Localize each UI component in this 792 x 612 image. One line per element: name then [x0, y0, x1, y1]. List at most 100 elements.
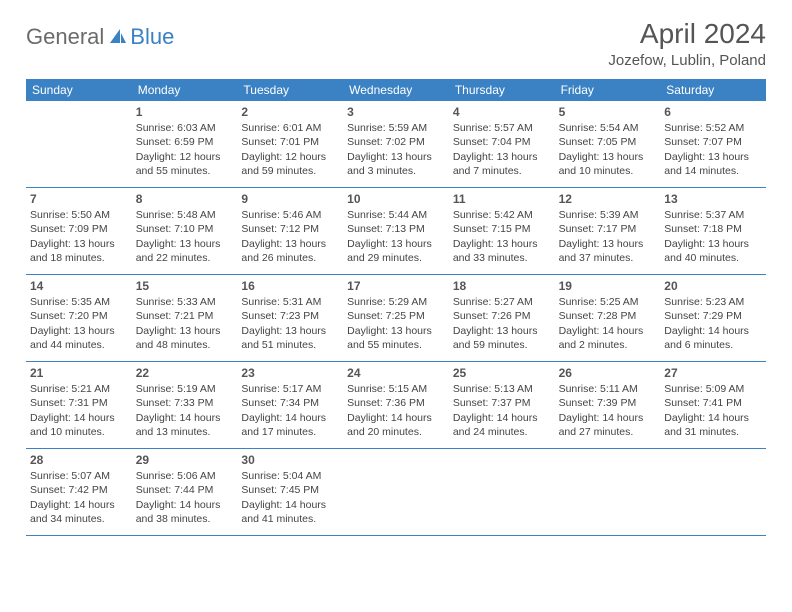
sunset-line: Sunset: 7:18 PM — [664, 222, 762, 236]
sunrise-line: Sunrise: 5:11 AM — [559, 382, 657, 396]
sunset-line: Sunset: 7:17 PM — [559, 222, 657, 236]
calendar-day: 1Sunrise: 6:03 AMSunset: 6:59 PMDaylight… — [132, 101, 238, 187]
daylight-line: Daylight: 13 hours and 3 minutes. — [347, 150, 445, 178]
calendar-day: 3Sunrise: 5:59 AMSunset: 7:02 PMDaylight… — [343, 101, 449, 187]
empty-cell — [660, 449, 766, 535]
sunset-line: Sunset: 7:12 PM — [241, 222, 339, 236]
weekday-header: Tuesday — [237, 79, 343, 101]
sunrise-line: Sunrise: 5:21 AM — [30, 382, 128, 396]
weekday-header: Thursday — [449, 79, 555, 101]
calendar-day: 28Sunrise: 5:07 AMSunset: 7:42 PMDayligh… — [26, 449, 132, 535]
sunrise-line: Sunrise: 5:13 AM — [453, 382, 551, 396]
day-number: 11 — [453, 191, 551, 207]
calendar-day: 24Sunrise: 5:15 AMSunset: 7:36 PMDayligh… — [343, 362, 449, 448]
day-number: 12 — [559, 191, 657, 207]
calendar-day: 17Sunrise: 5:29 AMSunset: 7:25 PMDayligh… — [343, 275, 449, 361]
sunrise-line: Sunrise: 5:33 AM — [136, 295, 234, 309]
empty-cell — [26, 101, 132, 187]
location: Jozefow, Lublin, Poland — [608, 52, 766, 69]
sunrise-line: Sunrise: 5:48 AM — [136, 208, 234, 222]
calendar-day: 12Sunrise: 5:39 AMSunset: 7:17 PMDayligh… — [555, 188, 661, 274]
calendar-day: 11Sunrise: 5:42 AMSunset: 7:15 PMDayligh… — [449, 188, 555, 274]
sunset-line: Sunset: 7:44 PM — [136, 483, 234, 497]
calendar-day: 30Sunrise: 5:04 AMSunset: 7:45 PMDayligh… — [237, 449, 343, 535]
daylight-line: Daylight: 12 hours and 59 minutes. — [241, 150, 339, 178]
sunrise-line: Sunrise: 5:57 AM — [453, 121, 551, 135]
calendar-day: 16Sunrise: 5:31 AMSunset: 7:23 PMDayligh… — [237, 275, 343, 361]
calendar-day: 26Sunrise: 5:11 AMSunset: 7:39 PMDayligh… — [555, 362, 661, 448]
sunset-line: Sunset: 7:29 PM — [664, 309, 762, 323]
day-number: 13 — [664, 191, 762, 207]
sunset-line: Sunset: 7:05 PM — [559, 135, 657, 149]
sunrise-line: Sunrise: 5:52 AM — [664, 121, 762, 135]
weekday-header: Wednesday — [343, 79, 449, 101]
daylight-line: Daylight: 14 hours and 41 minutes. — [241, 498, 339, 526]
day-number: 20 — [664, 278, 762, 294]
daylight-line: Daylight: 13 hours and 26 minutes. — [241, 237, 339, 265]
day-number: 30 — [241, 452, 339, 468]
day-number: 28 — [30, 452, 128, 468]
day-number: 18 — [453, 278, 551, 294]
day-number: 1 — [136, 104, 234, 120]
calendar-day: 6Sunrise: 5:52 AMSunset: 7:07 PMDaylight… — [660, 101, 766, 187]
sunset-line: Sunset: 7:37 PM — [453, 396, 551, 410]
sunset-line: Sunset: 7:07 PM — [664, 135, 762, 149]
sunrise-line: Sunrise: 5:31 AM — [241, 295, 339, 309]
sunset-line: Sunset: 7:13 PM — [347, 222, 445, 236]
day-number: 7 — [30, 191, 128, 207]
daylight-line: Daylight: 14 hours and 6 minutes. — [664, 324, 762, 352]
sunrise-line: Sunrise: 5:54 AM — [559, 121, 657, 135]
daylight-line: Daylight: 14 hours and 20 minutes. — [347, 411, 445, 439]
sunrise-line: Sunrise: 5:23 AM — [664, 295, 762, 309]
daylight-line: Daylight: 13 hours and 51 minutes. — [241, 324, 339, 352]
sunrise-line: Sunrise: 5:25 AM — [559, 295, 657, 309]
sunrise-line: Sunrise: 5:46 AM — [241, 208, 339, 222]
day-number: 14 — [30, 278, 128, 294]
daylight-line: Daylight: 13 hours and 29 minutes. — [347, 237, 445, 265]
month-title: April 2024 — [608, 18, 766, 50]
day-number: 23 — [241, 365, 339, 381]
logo: General Blue — [26, 24, 174, 50]
sunset-line: Sunset: 7:45 PM — [241, 483, 339, 497]
calendar-day: 5Sunrise: 5:54 AMSunset: 7:05 PMDaylight… — [555, 101, 661, 187]
calendar-day: 29Sunrise: 5:06 AMSunset: 7:44 PMDayligh… — [132, 449, 238, 535]
week-row: 7Sunrise: 5:50 AMSunset: 7:09 PMDaylight… — [26, 188, 766, 275]
daylight-line: Daylight: 14 hours and 2 minutes. — [559, 324, 657, 352]
day-number: 16 — [241, 278, 339, 294]
sunset-line: Sunset: 7:41 PM — [664, 396, 762, 410]
sunrise-line: Sunrise: 5:42 AM — [453, 208, 551, 222]
sunrise-line: Sunrise: 5:59 AM — [347, 121, 445, 135]
sunset-line: Sunset: 7:01 PM — [241, 135, 339, 149]
sunrise-line: Sunrise: 5:07 AM — [30, 469, 128, 483]
calendar-day: 9Sunrise: 5:46 AMSunset: 7:12 PMDaylight… — [237, 188, 343, 274]
sunset-line: Sunset: 6:59 PM — [136, 135, 234, 149]
sunrise-line: Sunrise: 5:50 AM — [30, 208, 128, 222]
daylight-line: Daylight: 13 hours and 22 minutes. — [136, 237, 234, 265]
empty-cell — [555, 449, 661, 535]
daylight-line: Daylight: 14 hours and 34 minutes. — [30, 498, 128, 526]
sunrise-line: Sunrise: 5:44 AM — [347, 208, 445, 222]
day-number: 29 — [136, 452, 234, 468]
day-number: 27 — [664, 365, 762, 381]
day-number: 9 — [241, 191, 339, 207]
daylight-line: Daylight: 13 hours and 7 minutes. — [453, 150, 551, 178]
sunrise-line: Sunrise: 5:29 AM — [347, 295, 445, 309]
sunrise-line: Sunrise: 5:15 AM — [347, 382, 445, 396]
calendar-day: 18Sunrise: 5:27 AMSunset: 7:26 PMDayligh… — [449, 275, 555, 361]
week-row: 28Sunrise: 5:07 AMSunset: 7:42 PMDayligh… — [26, 449, 766, 536]
day-number: 2 — [241, 104, 339, 120]
logo-text-general: General — [26, 24, 104, 50]
sunset-line: Sunset: 7:36 PM — [347, 396, 445, 410]
weekday-header: Sunday — [26, 79, 132, 101]
sunrise-line: Sunrise: 5:27 AM — [453, 295, 551, 309]
day-number: 17 — [347, 278, 445, 294]
calendar-day: 14Sunrise: 5:35 AMSunset: 7:20 PMDayligh… — [26, 275, 132, 361]
weekday-header: Saturday — [660, 79, 766, 101]
header: General Blue April 2024 Jozefow, Lublin,… — [26, 18, 766, 69]
sunset-line: Sunset: 7:28 PM — [559, 309, 657, 323]
week-row: 1Sunrise: 6:03 AMSunset: 6:59 PMDaylight… — [26, 101, 766, 188]
daylight-line: Daylight: 13 hours and 40 minutes. — [664, 237, 762, 265]
daylight-line: Daylight: 12 hours and 55 minutes. — [136, 150, 234, 178]
day-number: 10 — [347, 191, 445, 207]
daylight-line: Daylight: 13 hours and 55 minutes. — [347, 324, 445, 352]
